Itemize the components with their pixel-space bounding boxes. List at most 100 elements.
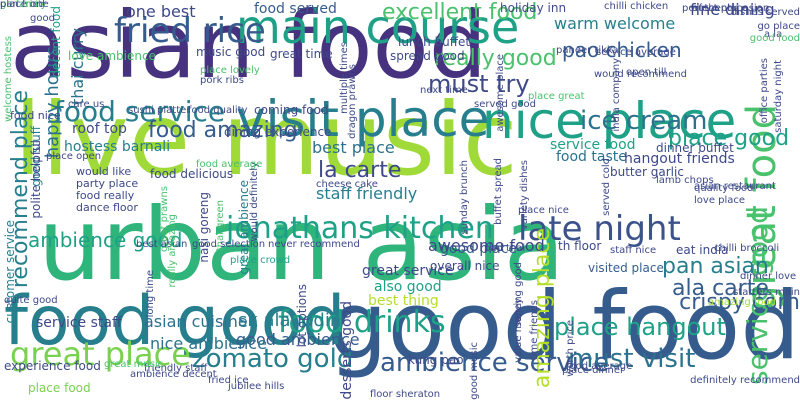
word: paneer tikka: [556, 45, 619, 56]
word: love place: [694, 195, 746, 206]
word: live music: [14, 81, 518, 198]
word: place crowd: [230, 255, 291, 266]
word: dishes served: [730, 7, 800, 18]
word: warm welcome: [554, 14, 676, 33]
word: fine dining: [690, 0, 775, 19]
word: go place: [757, 21, 800, 32]
word: th floor: [558, 239, 602, 253]
word: eat india: [676, 243, 729, 257]
word: ambience service: [380, 348, 610, 378]
word: quality food: [694, 183, 754, 194]
word: love ambience: [68, 49, 156, 63]
word: nice ambience: [150, 334, 267, 353]
word: food drinks: [278, 305, 446, 340]
word: best place: [312, 138, 395, 157]
word: great time: [270, 47, 333, 61]
word: long time: [145, 270, 156, 318]
word: quite good: [4, 295, 58, 306]
word: desserts good: [339, 301, 355, 400]
word: lamb chops: [656, 175, 714, 186]
word: service average: [596, 47, 676, 58]
word: nice place: [482, 92, 737, 150]
word: good food: [749, 33, 800, 44]
word: best asian: [136, 239, 188, 250]
word: excellent food: [382, 0, 538, 25]
word: food average: [196, 159, 263, 170]
word: office parties: [759, 58, 770, 124]
word: care us: [68, 99, 105, 110]
word: dining experience: [224, 125, 332, 139]
word: food really: [76, 189, 135, 202]
word: chilli chicken: [604, 1, 669, 12]
word: would recommend: [594, 69, 687, 80]
word: good place: [440, 241, 518, 257]
word: chilli broccoli: [714, 243, 780, 254]
word: ala carte: [672, 276, 769, 301]
word: place open: [46, 151, 102, 162]
word: food served: [254, 1, 337, 17]
word: a la: [764, 29, 783, 40]
word: staff nice: [610, 245, 657, 256]
word: also good: [374, 279, 442, 295]
word: food delicious: [150, 167, 234, 181]
word: experience food: [4, 359, 101, 373]
word: good music: [469, 342, 480, 400]
word: late night: [518, 209, 681, 249]
word: serving good: [513, 262, 524, 327]
word: asian cuisine: [144, 312, 248, 331]
word: good ambience: [236, 330, 360, 349]
word: sushi platter: [128, 105, 191, 116]
word: go family: [0, 0, 47, 10]
word: ambience decent: [130, 369, 217, 380]
word: lunch buffet: [398, 35, 471, 49]
word: food amazing: [148, 118, 298, 143]
word: butter garlic: [610, 165, 684, 179]
word: dance floor: [76, 201, 138, 214]
word: polite helpful: [29, 140, 43, 219]
word: buffet spread: [493, 158, 504, 225]
word: next time: [420, 85, 468, 96]
word: served cold: [601, 158, 612, 216]
word: nasi goreng: [197, 192, 211, 263]
word: open till: [626, 67, 667, 78]
word: amazing food: [708, 297, 776, 308]
word: service food: [550, 137, 636, 153]
word: floor sheraton: [370, 389, 441, 400]
word: main course: [236, 0, 520, 54]
word: cheese cake: [316, 179, 378, 190]
word: great service: [362, 263, 454, 279]
word: jonathans kitchen: [226, 211, 494, 246]
word: place great: [528, 91, 585, 102]
word: coming food: [254, 103, 329, 117]
word: holiday inn: [500, 1, 567, 15]
word: asian restaurant: [694, 181, 776, 192]
word: pork ribs: [200, 75, 244, 86]
word: really amazing: [167, 214, 178, 288]
word: la carte: [318, 158, 402, 183]
word: music good: [196, 45, 266, 59]
word: ice cream: [580, 106, 708, 136]
word: would definitely: [249, 162, 260, 242]
word: place hangout: [554, 313, 726, 341]
word: awesome food: [428, 236, 545, 255]
word: food quality: [188, 105, 248, 116]
word: authentic asian: [692, 3, 770, 14]
word: awesome place: [495, 54, 506, 132]
word: food nice: [10, 109, 61, 122]
word: saturday night: [773, 60, 784, 133]
word: time friends: [529, 300, 540, 361]
word: kung pao: [408, 353, 464, 367]
word: would like: [76, 165, 132, 178]
word: really good: [434, 46, 557, 71]
word: asian food: [10, 0, 488, 99]
word: friendly staff: [144, 363, 208, 374]
word: must try: [428, 70, 530, 98]
word: visited place: [588, 261, 664, 275]
word: must visit: [568, 344, 696, 374]
word: crispy corn: [679, 290, 800, 315]
word: great place: [10, 335, 191, 373]
word: jubilee hills: [228, 381, 285, 392]
word: good selection: [192, 239, 266, 250]
word: ambience good: [28, 228, 183, 252]
